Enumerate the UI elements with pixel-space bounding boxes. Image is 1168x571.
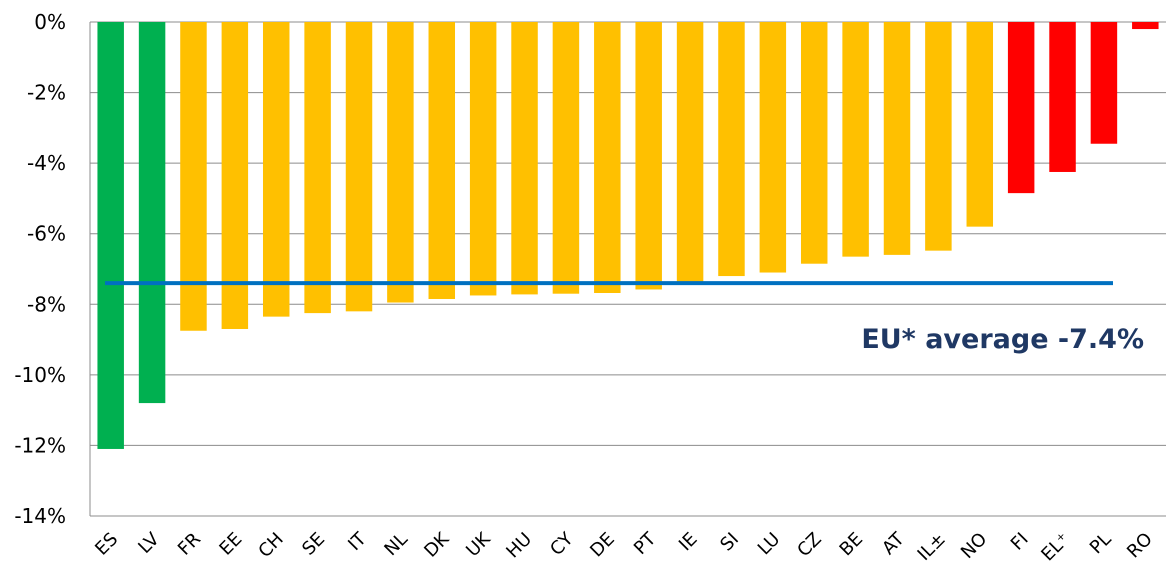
bar-EE xyxy=(221,22,249,329)
bars xyxy=(97,22,1159,449)
x-tick-label: PL xyxy=(1086,529,1116,559)
x-tick-label: ES xyxy=(91,529,122,560)
bar-AT xyxy=(883,22,911,255)
bar-LV xyxy=(138,22,166,404)
x-tick-label: BE xyxy=(836,529,868,561)
x-tick-label: SE xyxy=(298,529,329,560)
bar-EL⁺ xyxy=(1049,22,1076,172)
average-reference: EU* average -7.4% xyxy=(105,281,1144,355)
axes xyxy=(89,21,1166,517)
bar-HU xyxy=(511,22,538,295)
x-tick-label: FR xyxy=(174,529,205,560)
x-tick-label: AT xyxy=(878,528,909,559)
y-axis-tick-labels: 0% -2% -4% -6% -8% -10% -12% -14% xyxy=(14,10,66,528)
x-tick-label: IT xyxy=(344,528,371,555)
x-tick-label: NO xyxy=(957,529,991,563)
bar-UK xyxy=(469,22,497,296)
x-tick-label: DK xyxy=(420,528,454,562)
average-label: EU* average -7.4% xyxy=(861,324,1144,355)
y-tick-label: -4% xyxy=(27,151,66,175)
bar-SI xyxy=(718,22,745,277)
x-tick-label: EE xyxy=(215,529,246,560)
x-tick-label: EL⁺ xyxy=(1037,529,1074,566)
bar-CZ xyxy=(800,22,828,264)
bar-SE xyxy=(304,22,331,314)
x-tick-label: PT xyxy=(630,528,661,559)
bar-IE xyxy=(676,22,704,284)
bar-RO xyxy=(1132,22,1159,30)
y-tick-label: -2% xyxy=(27,81,66,105)
bar-PT xyxy=(635,22,662,290)
bar-IT xyxy=(345,22,373,312)
bar-BE xyxy=(842,22,869,257)
x-tick-label: DE xyxy=(586,529,619,562)
bar-NO xyxy=(966,22,994,227)
y-tick-label: -10% xyxy=(14,363,66,387)
bar-PL xyxy=(1090,22,1118,144)
y-tick-label: -12% xyxy=(14,433,66,457)
x-tick-label: LU xyxy=(754,529,785,560)
bar-FR xyxy=(180,22,207,331)
gridlines xyxy=(90,92,1166,446)
y-tick-label: -8% xyxy=(27,292,66,316)
bar-CH xyxy=(262,22,290,317)
x-tick-label: SI xyxy=(716,529,743,556)
bar-FI xyxy=(1007,22,1035,194)
bar-IL± xyxy=(925,22,952,251)
y-tick-label: -14% xyxy=(14,504,66,528)
x-tick-label: IL± xyxy=(914,529,950,565)
bar-NL xyxy=(387,22,414,303)
x-tick-label: NL xyxy=(380,529,411,560)
y-tick-label: 0% xyxy=(34,10,66,34)
x-tick-label: IE xyxy=(675,529,702,556)
x-tick-label: UK xyxy=(462,528,495,561)
bar-LU xyxy=(759,22,787,273)
bar-DE xyxy=(594,22,621,293)
x-tick-label: CZ xyxy=(793,529,825,561)
x-axis-tick-labels: ES LV FR EE CH SE IT NL DK UK HU CY DE PT IE SI LU CZ BE AT… xyxy=(91,528,1157,566)
x-tick-label: HU xyxy=(502,529,536,563)
x-tick-label: RO xyxy=(1123,529,1157,563)
x-tick-label: CY xyxy=(546,528,578,560)
y-tick-label: -6% xyxy=(27,222,66,246)
x-tick-label: CH xyxy=(254,529,287,562)
bar-CY xyxy=(552,22,580,294)
bar-DK xyxy=(428,22,456,299)
bar-ES xyxy=(97,22,124,449)
x-tick-label: FI xyxy=(1007,529,1033,555)
x-tick-label: LV xyxy=(134,528,164,558)
